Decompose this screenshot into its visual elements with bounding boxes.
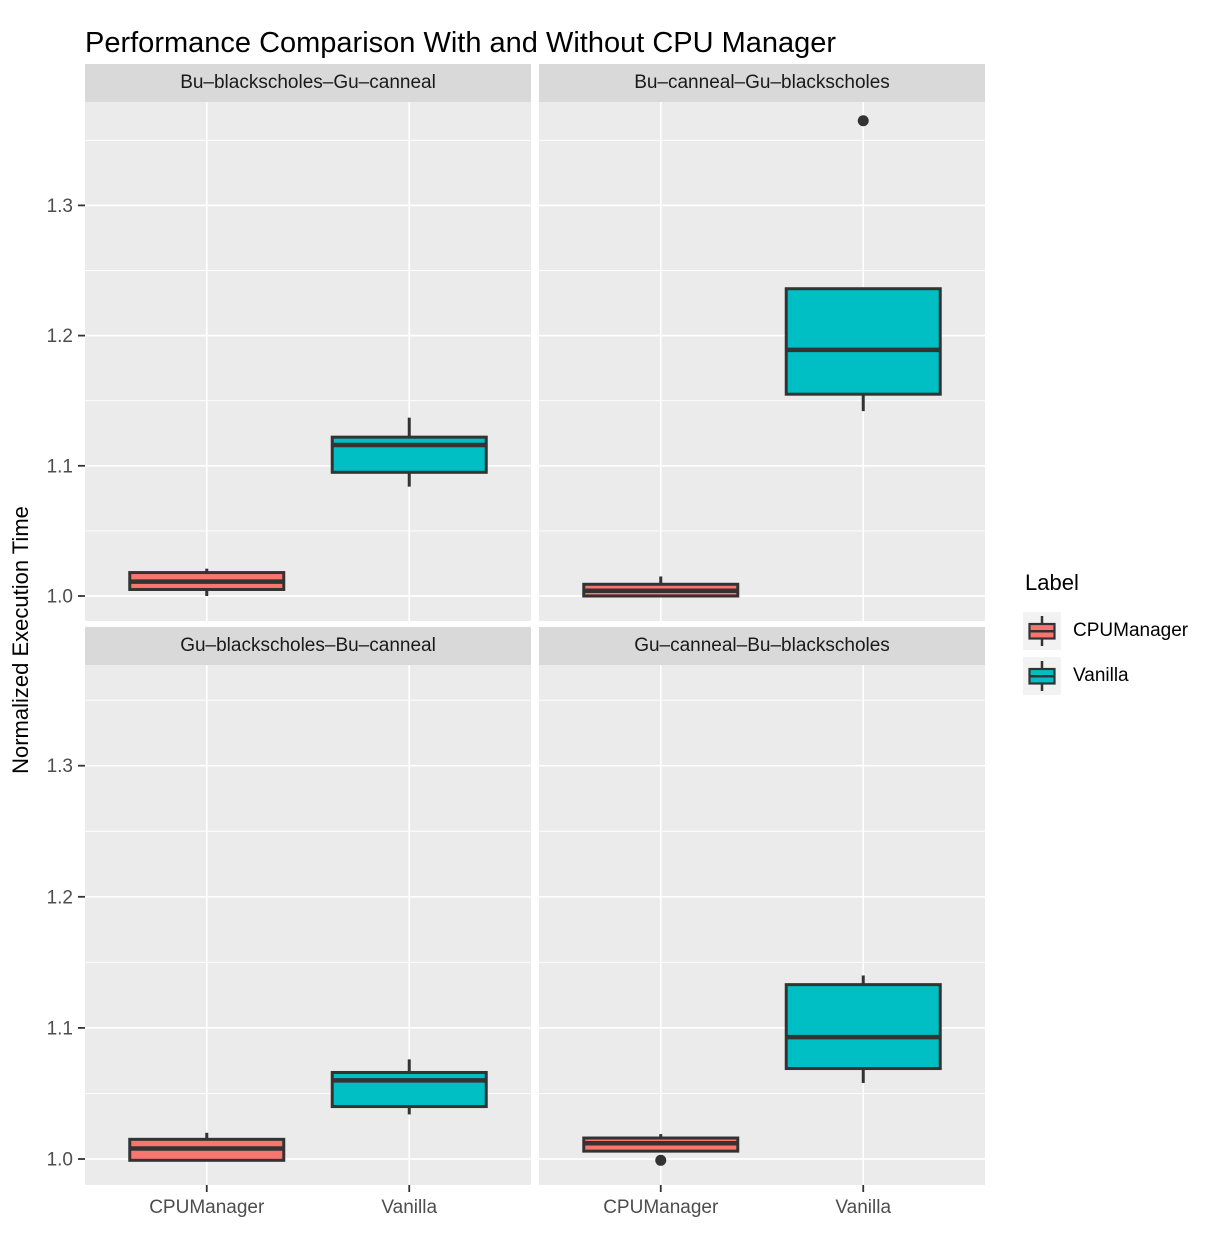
- y-tick-label: 1.0: [47, 587, 73, 608]
- legend-label-vanilla: Vanilla: [1073, 665, 1129, 686]
- x-tick-label: CPUManager: [603, 1197, 719, 1218]
- facet-strip-bottom-right: Gu–canneal–Bu–blackscholes: [539, 627, 985, 665]
- boxplot-box: [330, 435, 488, 474]
- legend-entry-vanilla: Vanilla: [1023, 657, 1188, 695]
- boxplot-box: [784, 983, 942, 1071]
- y-tick-label: 1.2: [47, 326, 73, 347]
- y-tick-label: 1.1: [47, 1018, 73, 1039]
- legend-key-glyph: [1028, 616, 1056, 646]
- boxplot-box: [330, 1070, 488, 1109]
- facet-strip-top-left: Bu–blackscholes–Gu–canneal: [85, 64, 531, 102]
- y-tick-label: 1.0: [47, 1150, 73, 1171]
- x-tick-label: Vanilla: [381, 1197, 437, 1218]
- y-tick-label: 1.3: [47, 756, 73, 777]
- boxplot-box: [784, 287, 942, 396]
- facet-strip-bottom-left: Gu–blackscholes–Bu–canneal: [85, 627, 531, 665]
- boxplot-key-icon: [1023, 657, 1061, 695]
- legend-label-cpumanager: CPUManager: [1073, 620, 1189, 641]
- x-tick-label: Vanilla: [835, 1197, 891, 1218]
- outlier-point: [857, 115, 869, 127]
- y-tick-label: 1.3: [47, 196, 73, 217]
- legend: Label CPUManager Vanilla: [1023, 570, 1188, 702]
- boxplot-key-icon: [1023, 612, 1061, 650]
- y-tick-label: 1.2: [47, 887, 73, 908]
- panel-background: [85, 102, 531, 621]
- x-tick-label: CPUManager: [149, 1197, 265, 1218]
- panel-background: [539, 665, 985, 1185]
- y-tick-label: 1.1: [47, 456, 73, 477]
- legend-title: Label: [1025, 570, 1079, 595]
- legend-entry-cpumanager: CPUManager: [1023, 612, 1188, 650]
- legend-key-glyph: [1028, 661, 1056, 691]
- chart-title: Performance Comparison With and Without …: [85, 27, 837, 59]
- y-axis-title: Normalized Execution Time: [8, 506, 33, 774]
- outlier-point: [655, 1154, 667, 1166]
- facet-strip-top-right: Bu–canneal–Gu–blackscholes: [539, 64, 985, 102]
